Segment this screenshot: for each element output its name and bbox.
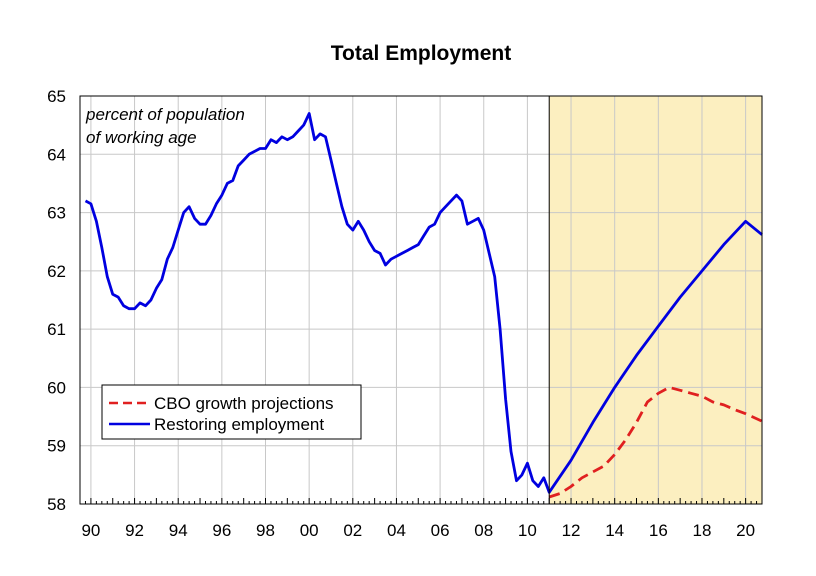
y-tick-label: 64: [47, 145, 66, 164]
annotation-line-2: of working age: [86, 128, 197, 147]
x-tick-label: 16: [649, 521, 668, 540]
y-tick-label: 62: [47, 262, 66, 281]
y-tick-label: 58: [47, 495, 66, 514]
x-tick-label: 10: [518, 521, 537, 540]
x-tick-label: 06: [431, 521, 450, 540]
legend-box: [101, 384, 362, 440]
y-tick-label: 65: [47, 87, 66, 106]
series-line-restoring-employment: [84, 112, 763, 494]
series-group: [84, 112, 763, 499]
x-tick-label: 12: [562, 521, 581, 540]
x-tick-label: 96: [212, 521, 231, 540]
x-tick-label: 18: [693, 521, 712, 540]
y-tick-labels: 58 59 60 61 62 63 64 65: [47, 87, 66, 514]
y-tick-label: 59: [47, 437, 66, 456]
legend-label-cbo: CBO growth projections: [154, 394, 334, 413]
x-tick-label: 02: [343, 521, 362, 540]
y-tick-label: 60: [47, 378, 66, 397]
y-tick-label: 61: [47, 320, 66, 339]
axes: [79, 95, 763, 505]
x-tick-label: 00: [300, 521, 319, 540]
x-tick-label: 92: [125, 521, 144, 540]
x-tick-label: 20: [736, 521, 755, 540]
plot-frame: [79, 95, 763, 505]
x-tick-label: 98: [256, 521, 275, 540]
chart-title: Total Employment: [331, 42, 511, 65]
series-line-cbo-growth-projections: [548, 386, 763, 499]
legend: CBO growth projections Restoring employm…: [101, 384, 362, 440]
annotation-line-1: percent of population: [85, 105, 245, 124]
legend-label-restoring: Restoring employment: [154, 415, 324, 434]
y-tick-label: 63: [47, 204, 66, 223]
x-tick-label: 04: [387, 521, 406, 540]
x-tick-label: 14: [605, 521, 624, 540]
x-tick-label: 94: [169, 521, 188, 540]
x-tick-label: 90: [81, 521, 100, 540]
x-tick-labels: 90 92 94 96 98 00 02 04 06 08 10 12 14 16 18 20: [81, 521, 755, 540]
x-tick-label: 08: [474, 521, 493, 540]
